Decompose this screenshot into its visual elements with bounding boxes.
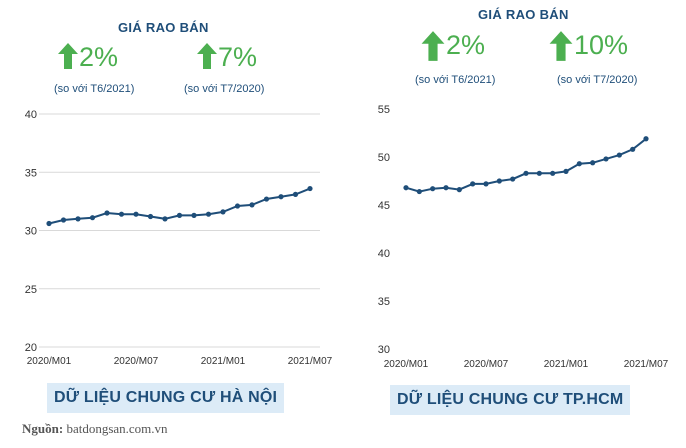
line-chart-hcm: 30 35 40 45 50 55 2020/M01 2020/M07 2021/M01 2021… bbox=[378, 104, 669, 370]
data-point bbox=[118, 211, 125, 217]
y-tick-label: 30 bbox=[378, 344, 390, 356]
series-line bbox=[48, 187, 311, 225]
data-point bbox=[616, 152, 622, 158]
stat-value: 2% bbox=[79, 42, 119, 72]
chart-caption: DỮ LIỆU CHUNG CƯ TP.HCM bbox=[390, 385, 631, 415]
data-point bbox=[590, 160, 596, 166]
up-arrow-icon bbox=[549, 31, 573, 61]
x-tick-label: 2020/M07 bbox=[464, 359, 509, 370]
x-tick-label: 2020/M01 bbox=[27, 356, 72, 367]
data-point bbox=[430, 186, 436, 192]
y-tick-label: 20 bbox=[25, 342, 37, 354]
data-point bbox=[510, 176, 516, 182]
data-point bbox=[443, 185, 449, 191]
data-point bbox=[456, 187, 462, 193]
data-point bbox=[234, 203, 241, 209]
source-label: Nguồn: bbox=[22, 421, 64, 436]
stat-value: 7% bbox=[218, 42, 258, 72]
data-point bbox=[292, 191, 299, 197]
x-tick-label: 2020/M07 bbox=[114, 356, 159, 367]
data-point bbox=[576, 161, 582, 167]
x-tick-label: 2021/M07 bbox=[624, 359, 669, 370]
data-point bbox=[523, 170, 529, 176]
stat-note: (so với T6/2021) bbox=[54, 83, 135, 95]
stat-monthly: 2% bbox=[420, 30, 485, 62]
x-tick-label: 2020/M01 bbox=[384, 359, 429, 370]
stat-value: 2% bbox=[446, 30, 486, 60]
chart-caption: DỮ LIỆU CHUNG CƯ HÀ NỘI bbox=[47, 383, 285, 413]
stat-yearly: 7% bbox=[196, 42, 257, 72]
y-tick-label: 35 bbox=[25, 167, 37, 179]
data-point bbox=[104, 210, 110, 216]
chart-title: GIÁ RAO BÁN bbox=[118, 20, 209, 35]
y-tick-label: 25 bbox=[25, 284, 37, 296]
data-point bbox=[46, 220, 52, 227]
data-point bbox=[147, 213, 154, 220]
up-arrow-icon bbox=[58, 43, 78, 69]
y-tick-label: 45 bbox=[378, 200, 390, 212]
data-point bbox=[496, 178, 502, 184]
source-note: Nguồn: batdongsan.com.vn bbox=[22, 421, 168, 437]
x-tick-label: 2021/M07 bbox=[288, 356, 333, 367]
data-point bbox=[176, 212, 183, 218]
data-point bbox=[630, 146, 636, 152]
data-point bbox=[403, 185, 409, 191]
data-point bbox=[263, 196, 270, 202]
data-point bbox=[249, 202, 255, 208]
data-point bbox=[643, 136, 649, 142]
y-tick-label: 40 bbox=[25, 109, 37, 121]
data-point bbox=[536, 170, 542, 176]
stat-note: (so với T6/2021) bbox=[415, 74, 496, 86]
up-arrow-icon bbox=[197, 43, 217, 69]
y-tick-label: 40 bbox=[378, 248, 390, 260]
source-site: batdongsan.com.vn bbox=[66, 421, 168, 436]
y-tick-label: 50 bbox=[378, 152, 390, 164]
x-tick-label: 2021/M01 bbox=[201, 356, 246, 367]
x-tick-label: 2021/M01 bbox=[544, 359, 589, 370]
data-point bbox=[416, 188, 422, 195]
data-point bbox=[550, 170, 556, 176]
stat-note: (so với T7/2020) bbox=[557, 74, 638, 86]
line-chart-hanoi: 20 25 30 35 40 2020/M01 2020/M07 2021/M01 2021/M… bbox=[25, 109, 333, 367]
data-point bbox=[162, 216, 168, 222]
chart-panel-hcm: GIÁ RAO BÁN 2% (so với T6/2021) 10% (so … bbox=[343, 0, 686, 448]
data-point bbox=[75, 216, 81, 222]
stat-monthly: 2% bbox=[57, 42, 118, 72]
data-point bbox=[220, 209, 226, 215]
data-point bbox=[603, 156, 609, 162]
chart-panel-hanoi: GIÁ RAO BÁN 2% (so với T6/2021) 7% (so v… bbox=[25, 20, 333, 413]
data-point bbox=[278, 194, 284, 200]
y-tick-label: 35 bbox=[378, 296, 390, 308]
stat-value: 10% bbox=[574, 30, 629, 60]
data-point bbox=[89, 215, 96, 221]
data-point bbox=[191, 212, 197, 218]
data-point bbox=[205, 211, 212, 217]
data-point bbox=[60, 217, 67, 223]
series-line bbox=[405, 138, 647, 193]
chart-title: GIÁ RAO BÁN bbox=[478, 7, 569, 22]
data-point bbox=[483, 181, 489, 187]
data-point bbox=[133, 211, 139, 217]
stat-note: (so với T7/2020) bbox=[184, 83, 265, 95]
y-tick-label: 30 bbox=[25, 226, 37, 238]
y-tick-label: 55 bbox=[378, 104, 390, 116]
data-point bbox=[307, 185, 313, 192]
stat-yearly: 10% bbox=[548, 30, 628, 62]
data-point bbox=[470, 181, 476, 187]
data-point bbox=[563, 168, 569, 174]
up-arrow-icon bbox=[421, 31, 445, 61]
